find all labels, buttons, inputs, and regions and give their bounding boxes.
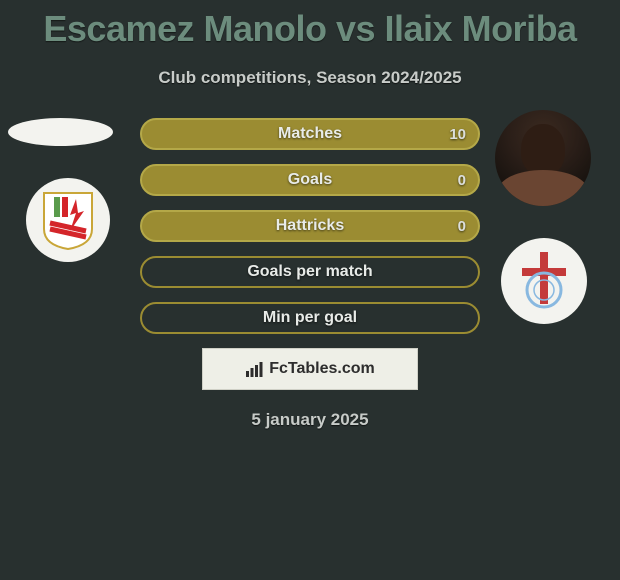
comparison-subtitle: Club competitions, Season 2024/2025	[0, 68, 620, 88]
club-badge-left	[26, 178, 110, 262]
stat-bar-label: Goals per match	[140, 256, 480, 288]
right-column	[495, 118, 595, 324]
stat-bar-label: Hattricks	[140, 210, 480, 242]
comparison-date: 5 january 2025	[0, 410, 620, 430]
club-badge-right	[501, 238, 587, 324]
stat-bar: Goals per match	[140, 256, 480, 288]
celta-crest-icon	[516, 250, 572, 312]
stat-bar-label: Goals	[140, 164, 480, 196]
stat-bars: Matches10Goals0Hattricks0Goals per match…	[140, 118, 480, 334]
brand-text: FcTables.com	[269, 360, 375, 378]
comparison-content: Matches10Goals0Hattricks0Goals per match…	[0, 118, 620, 430]
stat-bar-label: Min per goal	[140, 302, 480, 334]
comparison-title: Escamez Manolo vs Ilaix Moriba	[0, 0, 620, 50]
stat-bar: Min per goal	[140, 302, 480, 334]
stat-bar-value: 10	[449, 118, 466, 150]
stat-bar: Matches10	[140, 118, 480, 150]
stat-bar-label: Matches	[140, 118, 480, 150]
chart-icon	[245, 360, 263, 378]
player-photo-right	[495, 110, 591, 206]
stat-bar: Goals0	[140, 164, 480, 196]
stat-bar-value: 0	[458, 164, 466, 196]
stat-bar: Hattricks0	[140, 210, 480, 242]
stat-bar-value: 0	[458, 210, 466, 242]
player-placeholder-left	[8, 118, 113, 146]
left-column	[8, 118, 123, 262]
fctables-brand: FcTables.com	[202, 348, 418, 390]
rayo-crest-icon	[40, 189, 96, 251]
